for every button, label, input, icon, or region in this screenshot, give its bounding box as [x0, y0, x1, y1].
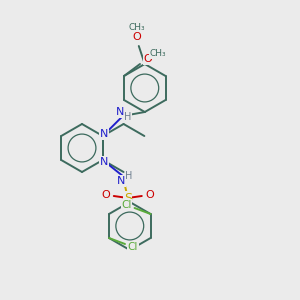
Text: O: O	[144, 54, 152, 64]
Text: H: H	[124, 112, 131, 122]
Text: N: N	[116, 107, 124, 117]
Text: O: O	[101, 190, 110, 200]
Text: Cl: Cl	[128, 242, 138, 252]
Text: N: N	[100, 157, 108, 167]
Text: S: S	[124, 191, 132, 205]
Text: CH₃: CH₃	[150, 50, 166, 58]
Text: N: N	[117, 176, 125, 186]
Text: N: N	[100, 129, 108, 139]
Text: O: O	[146, 190, 154, 200]
Text: Cl: Cl	[122, 200, 132, 210]
Text: CH₃: CH₃	[128, 22, 145, 32]
Text: H: H	[125, 171, 133, 181]
Text: O: O	[132, 32, 141, 42]
